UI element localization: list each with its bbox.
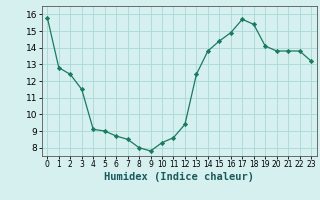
X-axis label: Humidex (Indice chaleur): Humidex (Indice chaleur) <box>104 172 254 182</box>
